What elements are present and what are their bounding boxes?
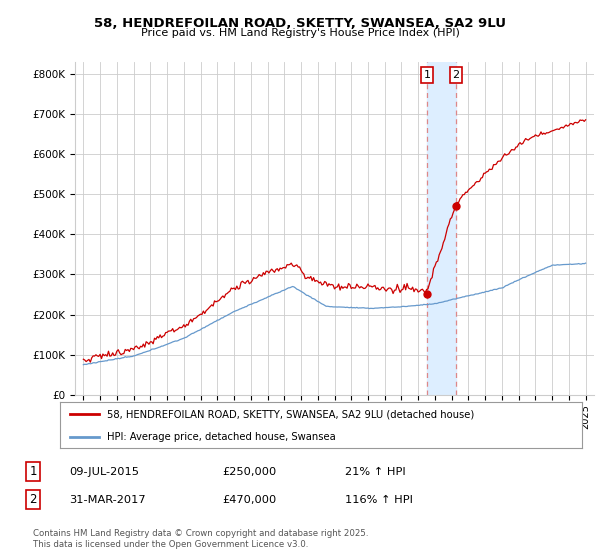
Text: 1: 1 (29, 465, 37, 478)
Text: Contains HM Land Registry data © Crown copyright and database right 2025.
This d: Contains HM Land Registry data © Crown c… (33, 529, 368, 549)
Text: £470,000: £470,000 (222, 494, 276, 505)
Text: 58, HENDREFOILAN ROAD, SKETTY, SWANSEA, SA2 9LU (detached house): 58, HENDREFOILAN ROAD, SKETTY, SWANSEA, … (107, 409, 474, 419)
Text: 116% ↑ HPI: 116% ↑ HPI (345, 494, 413, 505)
Text: HPI: Average price, detached house, Swansea: HPI: Average price, detached house, Swan… (107, 432, 336, 441)
Text: Price paid vs. HM Land Registry's House Price Index (HPI): Price paid vs. HM Land Registry's House … (140, 28, 460, 38)
Text: 2: 2 (452, 70, 460, 80)
Text: 31-MAR-2017: 31-MAR-2017 (69, 494, 146, 505)
Text: 58, HENDREFOILAN ROAD, SKETTY, SWANSEA, SA2 9LU: 58, HENDREFOILAN ROAD, SKETTY, SWANSEA, … (94, 17, 506, 30)
Text: £250,000: £250,000 (222, 466, 276, 477)
Bar (427, 62, 456, 395)
Text: 1: 1 (424, 70, 430, 80)
Text: 09-JUL-2015: 09-JUL-2015 (69, 466, 139, 477)
Text: 2: 2 (29, 493, 37, 506)
Text: 21% ↑ HPI: 21% ↑ HPI (345, 466, 406, 477)
